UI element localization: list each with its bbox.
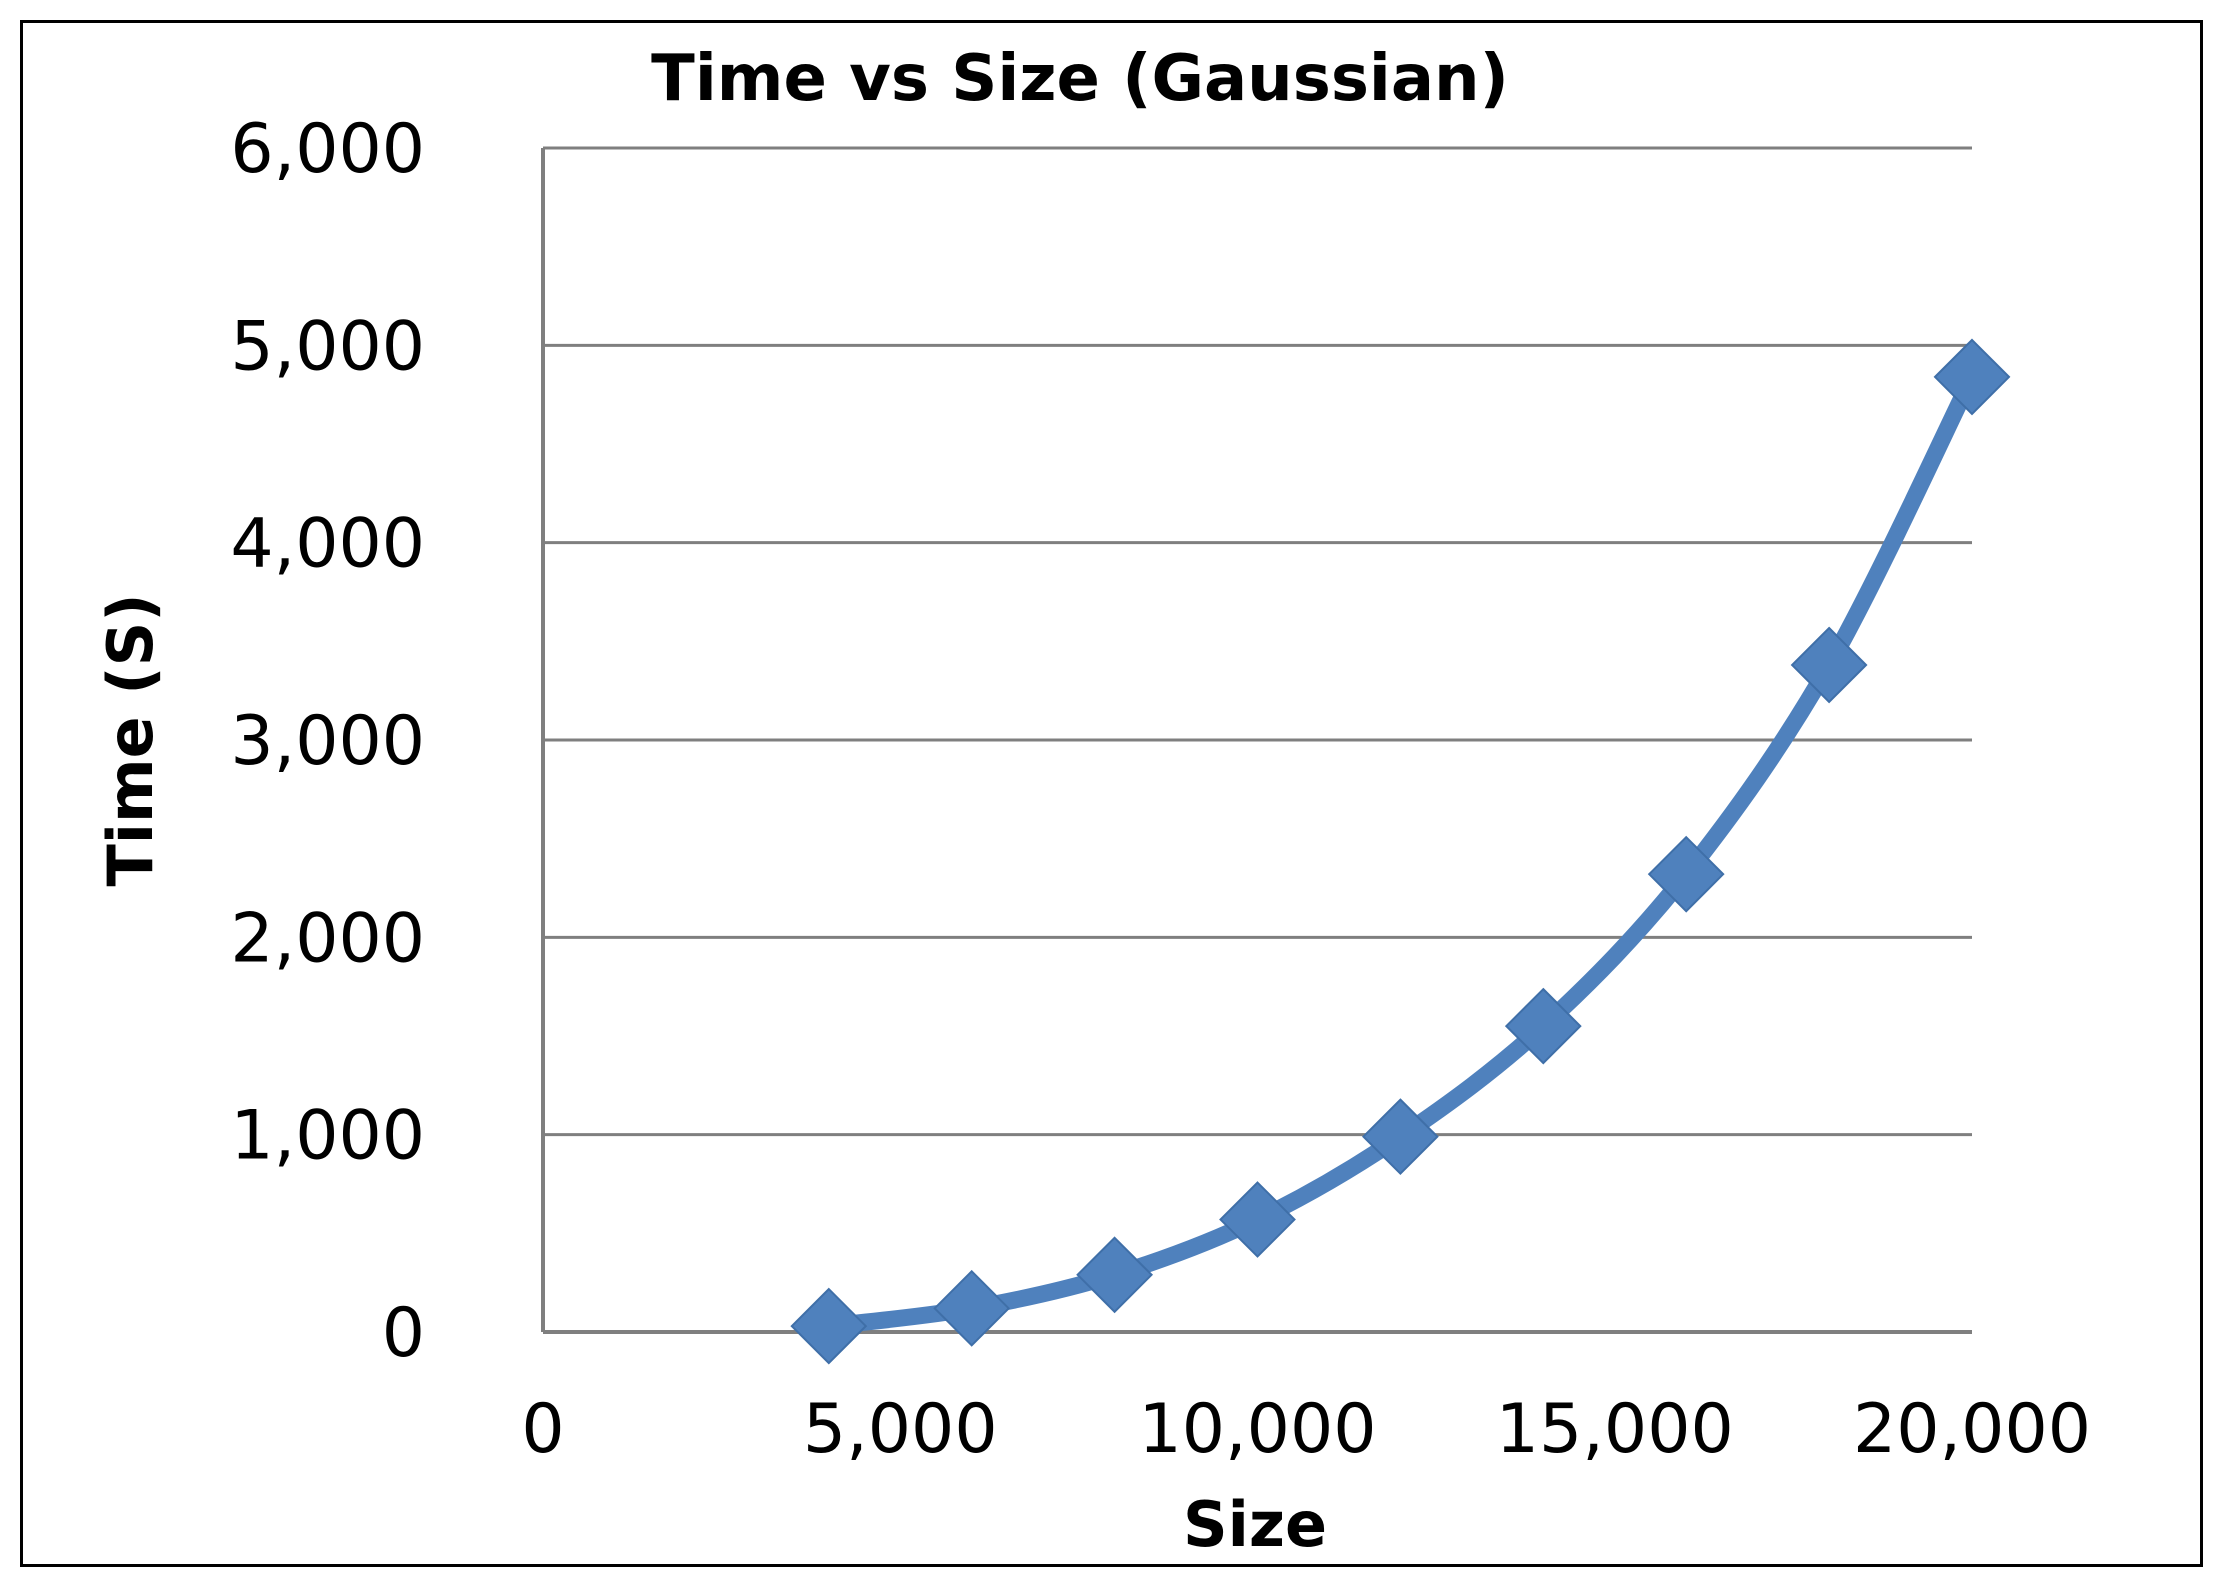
data-point xyxy=(933,1269,1011,1347)
y-tick-label: 4,000 xyxy=(230,505,425,584)
y-tick-label: 0 xyxy=(382,1294,425,1373)
x-tick-label: 10,000 xyxy=(1139,1390,1377,1469)
y-axis-label: Time (S) xyxy=(94,593,167,886)
y-tick-label: 6,000 xyxy=(230,110,425,189)
series xyxy=(790,338,2011,1365)
data-point xyxy=(1361,1098,1439,1176)
y-tick-label: 3,000 xyxy=(230,702,425,781)
data-point xyxy=(1790,626,1868,704)
x-tick-label: 15,000 xyxy=(1496,1390,1734,1469)
y-tick-label: 5,000 xyxy=(230,307,425,386)
data-point xyxy=(1647,835,1725,913)
data-point xyxy=(1504,987,1582,1065)
data-point xyxy=(1076,1236,1154,1314)
axes xyxy=(541,148,1972,1334)
y-tick-labels: 0 1,000 2,000 3,000 4,000 5,000 6,000 xyxy=(230,110,425,1373)
x-tick-label: 0 xyxy=(521,1390,564,1469)
chart-title: Time vs Size (Gaussian) xyxy=(651,42,1509,116)
gridlines xyxy=(543,146,1972,1137)
y-tick-label: 2,000 xyxy=(230,899,425,978)
x-tick-label: 20,000 xyxy=(1853,1390,2091,1469)
x-axis-label: Size xyxy=(1183,1488,1327,1561)
data-point xyxy=(790,1287,868,1365)
x-tick-label: 5,000 xyxy=(803,1390,998,1469)
y-tick-label: 1,000 xyxy=(230,1097,425,1176)
x-tick-labels: 0 5,000 10,000 15,000 20,000 xyxy=(521,1390,2091,1469)
data-point xyxy=(1933,338,2011,416)
series-line xyxy=(820,368,1981,1335)
data-point xyxy=(1219,1181,1296,1258)
